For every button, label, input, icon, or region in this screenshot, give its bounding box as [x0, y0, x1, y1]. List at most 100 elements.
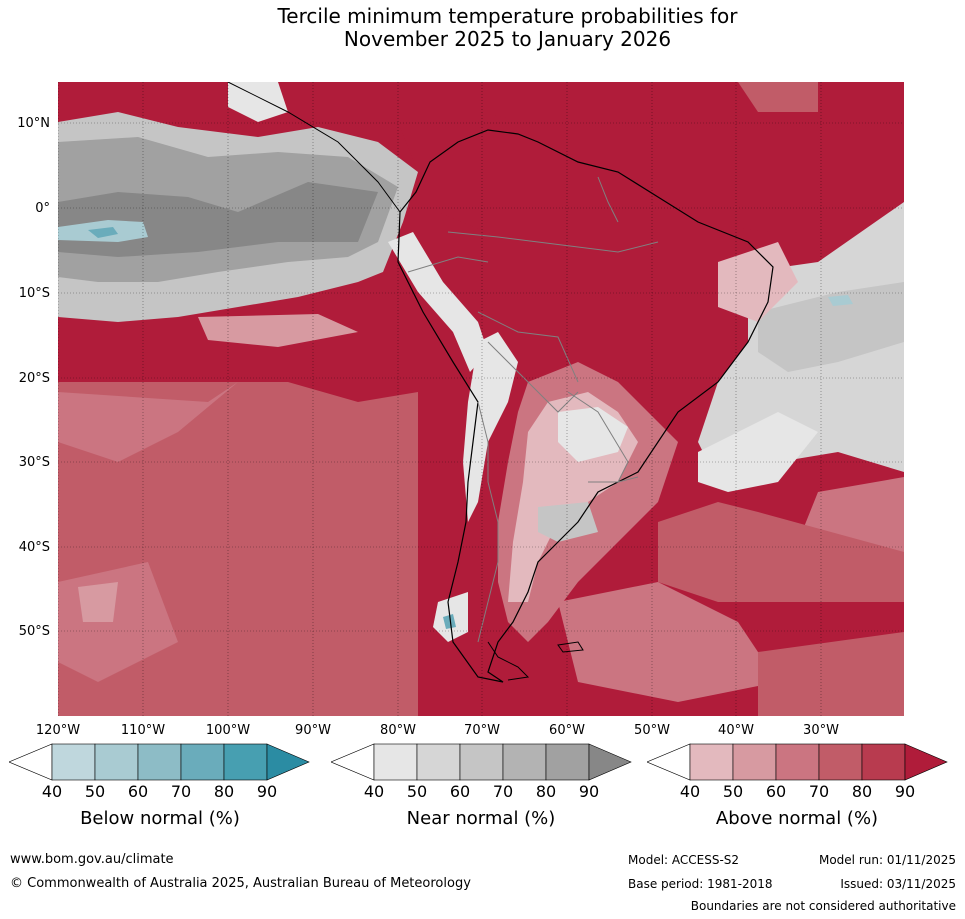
probability-map — [58, 82, 904, 716]
copyright-text: © Commonwealth of Australia 2025, Austra… — [10, 876, 471, 891]
pacific-above-60 — [58, 382, 238, 462]
lon-label-90w: 90°W — [295, 723, 331, 738]
above-cbar-segment-2 — [732, 743, 777, 781]
above-tick-80: 80 — [851, 782, 873, 801]
lat-label-40s: 40°S — [18, 540, 50, 555]
lon-label-80w: 80°W — [380, 723, 416, 738]
atlantic-near-50 — [698, 412, 818, 492]
near-cbar-segment-2 — [416, 743, 461, 781]
lon-label-50w: 50°W — [634, 723, 670, 738]
tierra-del-fuego-coastline — [487, 641, 530, 681]
border-uruguay — [588, 476, 639, 483]
lat-label-0: 0° — [35, 201, 50, 216]
near-tick-80: 80 — [535, 782, 557, 801]
pampas-near-70 — [538, 502, 598, 542]
central-america-near — [228, 82, 288, 122]
border-paraguay — [567, 391, 629, 483]
above-cbar-segment-5 — [861, 743, 906, 781]
below-tick-50: 50 — [84, 782, 106, 801]
border-north — [447, 231, 659, 253]
border-guianas — [597, 176, 619, 223]
near-tick-60: 60 — [449, 782, 471, 801]
border-peru-brazil — [477, 311, 579, 383]
chart-title: Tercile minimum temperature probabilitie… — [0, 5, 965, 51]
below-cbar-segment-3 — [137, 743, 182, 781]
near-cbar-segment-6 — [588, 743, 632, 781]
lat-label-50s: 50°S — [18, 624, 50, 639]
lon-label-60w: 60°W — [549, 723, 585, 738]
below-tick-60: 60 — [127, 782, 149, 801]
above-tick-90: 90 — [894, 782, 916, 801]
website-link[interactable]: www.bom.gov.au/climate — [10, 852, 174, 867]
base-period-text: Base period: 1981-2018 — [628, 877, 773, 891]
lon-label-70w: 70°W — [464, 723, 500, 738]
south-atlantic-above-70-south — [758, 632, 904, 716]
below-cbar-segment-5 — [223, 743, 268, 781]
above-tick-40: 40 — [679, 782, 701, 801]
above-tick-60: 60 — [765, 782, 787, 801]
near-cbar-segment-5 — [545, 743, 590, 781]
border-ecuador — [407, 256, 489, 273]
caribbean-above-70 — [738, 82, 818, 112]
atlantic-near-70 — [758, 282, 904, 372]
falklands-coastline — [557, 641, 584, 653]
gridlines — [58, 82, 904, 716]
near-tick-50: 50 — [406, 782, 428, 801]
near-cbar-segment-0 — [331, 743, 375, 781]
border-bolivia — [487, 341, 579, 413]
below-tick-70: 70 — [170, 782, 192, 801]
below-cbar-segment-6 — [266, 743, 310, 781]
south-atlantic-above-60 — [558, 582, 778, 702]
peru-coast-near — [388, 232, 488, 372]
patagonia-below-70 — [443, 614, 456, 629]
atlantic-below-50 — [828, 295, 853, 306]
title-line-2: November 2025 to January 2026 — [343, 27, 672, 51]
lat-label-20s: 20°S — [18, 371, 50, 386]
near-cbar-segment-1 — [373, 743, 418, 781]
chaco-near-50 — [558, 407, 628, 462]
pacific-above-50-south — [78, 582, 118, 622]
above-cbar-segment-4 — [818, 743, 863, 781]
title-line-1: Tercile minimum temperature probabilitie… — [277, 4, 738, 28]
country-borders — [407, 176, 659, 643]
below-normal-title: Below normal (%) — [80, 808, 240, 829]
lon-label-100w: 100°W — [205, 723, 251, 738]
tropical-above-90 — [398, 112, 768, 252]
lon-label-110w: 110°W — [120, 723, 166, 738]
lon-label-120w: 120°W — [35, 723, 81, 738]
below-cbar-segment-4 — [180, 743, 225, 781]
border-chile-argentina — [477, 401, 499, 643]
lon-label-30w: 30°W — [803, 723, 839, 738]
near-tick-90: 90 — [578, 782, 600, 801]
above-tick-50: 50 — [722, 782, 744, 801]
near-normal-title: Near normal (%) — [406, 808, 556, 829]
above-cbar-segment-3 — [775, 743, 820, 781]
above-cbar-segment-0 — [647, 743, 691, 781]
pacific-below-70 — [88, 227, 118, 238]
model-text: Model: ACCESS-S2 — [628, 853, 740, 867]
below-normal-colorbar — [9, 743, 310, 781]
atlantic-above-40 — [718, 242, 798, 322]
near-cbar-segment-4 — [502, 743, 547, 781]
central-america-coastline — [227, 82, 401, 213]
below-cbar-segment-1 — [51, 743, 96, 781]
lon-label-40w: 40°W — [718, 723, 754, 738]
near-tick-40: 40 — [363, 782, 385, 801]
lat-label-10s: 10°S — [18, 286, 50, 301]
andes-near-50 — [463, 332, 518, 522]
below-cbar-segment-0 — [9, 743, 53, 781]
below-cbar-segment-2 — [94, 743, 139, 781]
below-tick-80: 80 — [213, 782, 235, 801]
lat-label-10n: 10°N — [17, 116, 50, 131]
above-normal-colorbar — [647, 743, 948, 781]
above-cbar-segment-1 — [689, 743, 734, 781]
below-tick-90: 90 — [256, 782, 278, 801]
south-atlantic-above-70 — [658, 502, 904, 602]
pacific-above-50 — [198, 314, 358, 347]
south-america-coastline — [397, 129, 774, 683]
above-tick-70: 70 — [808, 782, 830, 801]
near-cbar-segment-3 — [459, 743, 504, 781]
below-tick-40: 40 — [41, 782, 63, 801]
lat-label-30s: 30°S — [18, 455, 50, 470]
issued-text: Issued: 03/11/2025 — [840, 877, 956, 891]
